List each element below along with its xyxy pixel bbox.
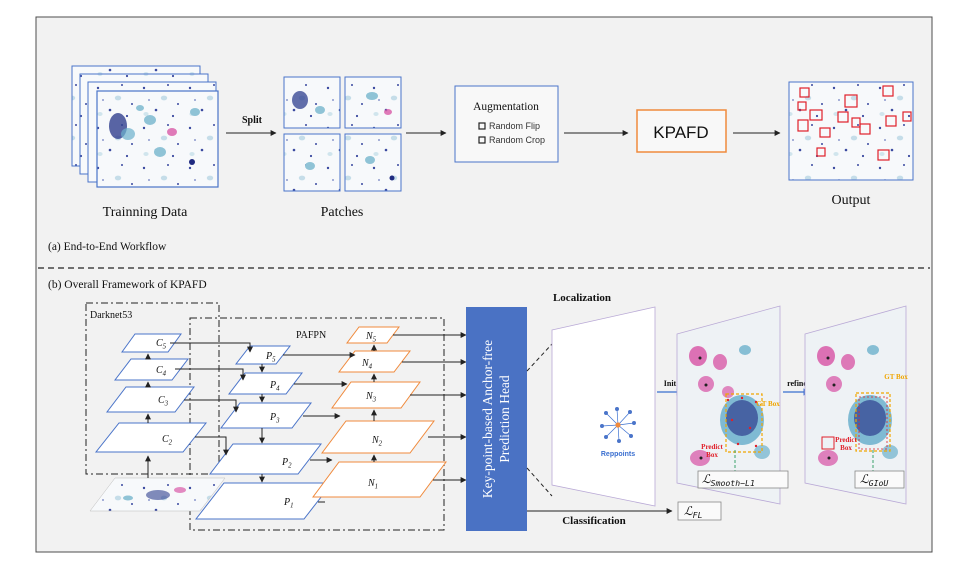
smooth-l1-loss-box: [697, 470, 789, 489]
p-level-label: P1: [283, 497, 294, 510]
output-detection-boxes: [797, 85, 912, 161]
n-level-label: N5: [365, 331, 377, 344]
refine-label: refine: [787, 379, 807, 388]
n-layer-5: [346, 326, 400, 344]
p-level-label: P2: [281, 457, 292, 470]
p-layer-4: [227, 372, 304, 395]
n-layer-4: [337, 350, 412, 373]
output-image: [788, 81, 914, 181]
p-to-n-connections: [283, 352, 356, 503]
classification-label: Classification: [562, 515, 626, 527]
p-level-label: P5: [265, 351, 276, 364]
augmentation-title: Augmentation: [473, 101, 539, 113]
kpafd-model-box: [636, 109, 727, 153]
reppoints-cluster: [600, 407, 636, 443]
backbone-layer-c3: [105, 386, 196, 413]
focal-loss-text: ℒFL: [684, 504, 703, 520]
backbone-layers: [94, 333, 208, 453]
neck-label: PAFPN: [296, 330, 326, 341]
prediction-head-block: [466, 307, 527, 531]
giou-loss-label: ℒGIoU: [860, 472, 888, 488]
backbone-level-label: C4: [156, 365, 167, 378]
init-label: Init: [664, 379, 677, 388]
backbone-level-label: C2: [162, 434, 173, 447]
predict-box-label-refined-line2: Box: [840, 444, 852, 452]
n-level-label: N2: [371, 435, 383, 448]
backbone-level-label: C5: [156, 338, 167, 351]
n-level-label: N1: [367, 478, 378, 491]
augmentation-item-flip: Random Flip: [489, 121, 540, 131]
backbone-layer-c4: [113, 358, 190, 381]
localization-projection-top: [526, 343, 553, 372]
focal-loss-box: [677, 501, 722, 521]
pafpn-n-layers: [312, 326, 447, 498]
framework-section: (b) Overall Framework of KPAFD Darknet53…: [48, 279, 908, 531]
backbone-layer-c2: [94, 422, 208, 453]
backbone-label: Darknet53: [90, 310, 132, 321]
refined-cell-image: [804, 305, 907, 505]
giou-loss-box: [854, 470, 905, 489]
localization-label: Localization: [553, 292, 611, 304]
n-layer-1: [312, 461, 447, 498]
init-cell-image: [676, 305, 781, 505]
darknet-backbone-box: [85, 302, 220, 475]
localization-plane: [551, 306, 656, 507]
gt-box-label-refined: GT Box: [884, 373, 908, 381]
augmentation-box: Augmentation Random Flip Random Crop: [454, 85, 559, 163]
lateral-connections: [170, 342, 253, 456]
backbone-layer-c5: [121, 333, 182, 353]
smooth-l1-loss-label: ℒSmooth−L1: [702, 472, 755, 488]
framework-caption: (b) Overall Framework of KPAFD: [48, 279, 207, 291]
predict-box-label-refined-line1: Predict: [835, 436, 857, 444]
workflow-caption: (a) End-to-End Workflow: [48, 241, 167, 253]
workflow-section: Trainning Data Split Patches Augmentatio…: [48, 65, 914, 253]
smooth-l1-loss-text: ℒSmooth−L1: [702, 472, 755, 488]
n-layer-3: [331, 381, 421, 409]
reppoints-label: Reppoints: [601, 451, 635, 458]
predict-box-label-init-line2: Box: [706, 451, 718, 459]
prediction-head-line1: Key-point-based Anchor-free: [480, 340, 495, 498]
focal-loss-label: ℒFL: [684, 504, 703, 520]
level-labels: C5 C4 C3 C2 P5 P4 P3 P2 P1 N5 N4 N3 N2 N1: [156, 331, 383, 510]
gt-box-label-init: GT Box: [756, 400, 780, 408]
n-to-head-connections: [393, 332, 467, 483]
training-slide-cells: [109, 105, 200, 165]
patches-grid: [283, 76, 402, 192]
split-label: Split: [242, 115, 263, 126]
output-label: Output: [832, 193, 871, 208]
n-level-label: N3: [365, 391, 377, 404]
predict-box-label-init-line1: Predict: [701, 443, 723, 451]
training-data-stack: [71, 65, 219, 188]
p-level-label: P4: [269, 380, 280, 393]
kpafd-model-label: KPAFD: [653, 123, 708, 142]
random-crop-checkbox-icon: [478, 136, 486, 144]
training-data-label: Trainning Data: [103, 205, 188, 220]
prediction-head-line2: Prediction Head: [497, 375, 512, 463]
augmentation-item-crop: Random Crop: [489, 135, 545, 145]
n-layer-2: [321, 420, 435, 454]
backbone-level-label: C3: [158, 395, 169, 408]
patches-label: Patches: [321, 205, 364, 220]
n-level-label: N4: [361, 358, 373, 371]
p-level-label: P3: [269, 412, 280, 425]
random-flip-checkbox-icon: [478, 122, 486, 130]
localization-projection-bottom: [526, 467, 553, 497]
giou-loss-text: ℒGIoU: [860, 472, 888, 488]
input-feature-image: [89, 477, 226, 512]
